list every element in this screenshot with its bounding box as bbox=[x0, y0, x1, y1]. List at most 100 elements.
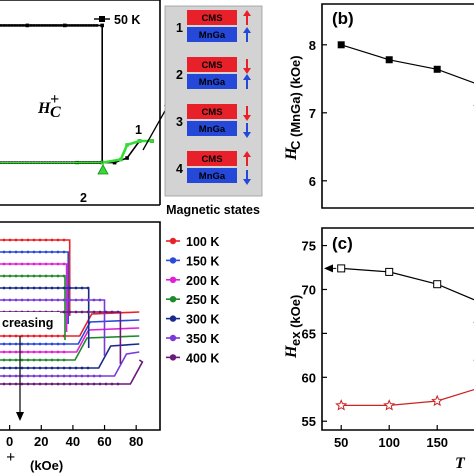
data-point bbox=[44, 274, 48, 278]
data-point bbox=[44, 238, 48, 242]
data-point bbox=[10, 24, 14, 27]
data-point bbox=[87, 24, 90, 27]
data-point bbox=[20, 262, 24, 266]
data-point bbox=[44, 286, 48, 290]
y-tick-label: 55 bbox=[302, 414, 316, 429]
y-tick-label: 70 bbox=[302, 282, 316, 297]
data-point bbox=[38, 238, 42, 242]
panel-top-left: 50 K H C+1 2 bbox=[0, 0, 172, 206]
data-point bbox=[56, 342, 60, 346]
data-point bbox=[50, 350, 54, 354]
x-tick-label: 20 bbox=[34, 434, 48, 449]
data-point bbox=[16, 24, 19, 27]
data-point bbox=[18, 24, 22, 27]
data-point bbox=[14, 342, 18, 346]
series-line-lower bbox=[0, 343, 140, 369]
data-point bbox=[14, 298, 18, 302]
legend-marker bbox=[169, 315, 177, 322]
data-point bbox=[7, 24, 11, 27]
state-number: 3 bbox=[176, 115, 183, 129]
data-point bbox=[86, 382, 90, 386]
data-point bbox=[32, 342, 36, 346]
series-line-lower bbox=[0, 351, 140, 377]
axis-frame bbox=[0, 221, 161, 431]
data-point bbox=[50, 250, 54, 254]
data-point bbox=[26, 342, 30, 346]
data-point bbox=[337, 264, 346, 273]
data-point bbox=[44, 298, 48, 302]
annotation-hc-sup: + bbox=[50, 91, 59, 108]
data-point bbox=[68, 286, 72, 290]
data-point bbox=[433, 280, 442, 289]
data-point bbox=[26, 374, 30, 378]
data-point bbox=[51, 24, 55, 27]
series-line-0 bbox=[0, 24, 152, 164]
data-point bbox=[20, 298, 24, 302]
data-point bbox=[62, 382, 66, 386]
data-point bbox=[2, 262, 6, 266]
legend-label: 400 K bbox=[186, 351, 219, 365]
data-point bbox=[385, 56, 393, 64]
legend-marker bbox=[169, 354, 177, 361]
annotation-hc-sub: C bbox=[50, 104, 61, 121]
data-point bbox=[38, 250, 42, 254]
data-point bbox=[14, 358, 18, 362]
data-point bbox=[32, 24, 36, 27]
data-point bbox=[20, 358, 24, 362]
data-point bbox=[32, 334, 36, 338]
x-axis-label-unit: (kOe) bbox=[30, 458, 63, 473]
data-point bbox=[125, 143, 129, 147]
legend-label: 100 K bbox=[186, 235, 219, 249]
data-point bbox=[68, 366, 72, 370]
y-tick-label: 7 bbox=[309, 106, 316, 121]
data-point bbox=[14, 366, 18, 370]
mnga-arrow-head bbox=[243, 27, 251, 33]
data-point bbox=[35, 24, 38, 27]
data-point bbox=[38, 366, 42, 370]
data-point bbox=[119, 157, 123, 162]
data-point bbox=[110, 310, 114, 314]
data-point bbox=[92, 298, 96, 302]
data-point bbox=[95, 24, 99, 27]
data-point bbox=[2, 358, 6, 362]
axis-frame bbox=[0, 0, 161, 205]
cms-layer bbox=[187, 57, 237, 72]
data-point bbox=[26, 250, 30, 254]
cms-arrow-head bbox=[243, 151, 251, 157]
data-point bbox=[62, 350, 66, 354]
cms-arrow-head bbox=[243, 115, 251, 121]
data-point bbox=[26, 382, 30, 386]
mnga-layer bbox=[187, 74, 237, 89]
data-point bbox=[8, 374, 12, 378]
data-point bbox=[26, 286, 30, 290]
data-point bbox=[68, 24, 71, 27]
data-point bbox=[44, 342, 48, 346]
data-point bbox=[62, 358, 66, 362]
data-point bbox=[2, 382, 6, 386]
data-point bbox=[38, 334, 42, 338]
series-line-1 bbox=[77, 139, 152, 164]
data-point bbox=[150, 139, 154, 143]
y-tick-label: 8 bbox=[309, 38, 316, 53]
data-point bbox=[8, 274, 12, 278]
data-point bbox=[56, 358, 60, 362]
data-point bbox=[13, 24, 16, 27]
data-point bbox=[50, 374, 54, 378]
legend-marker bbox=[169, 276, 177, 283]
data-point bbox=[74, 366, 78, 370]
annotation-bg bbox=[0, 312, 60, 332]
data-point bbox=[8, 366, 12, 370]
legend-marker bbox=[99, 16, 105, 22]
data-point bbox=[8, 382, 12, 386]
data-point bbox=[14, 374, 18, 378]
data-point bbox=[54, 24, 58, 27]
data-point bbox=[5, 24, 8, 27]
data-point bbox=[86, 286, 90, 290]
data-point bbox=[49, 24, 52, 27]
data-point bbox=[14, 262, 18, 266]
mnga-layer bbox=[187, 27, 237, 42]
data-point bbox=[56, 250, 60, 254]
data-point bbox=[44, 262, 48, 266]
data-point bbox=[44, 366, 48, 370]
data-point bbox=[26, 238, 30, 242]
